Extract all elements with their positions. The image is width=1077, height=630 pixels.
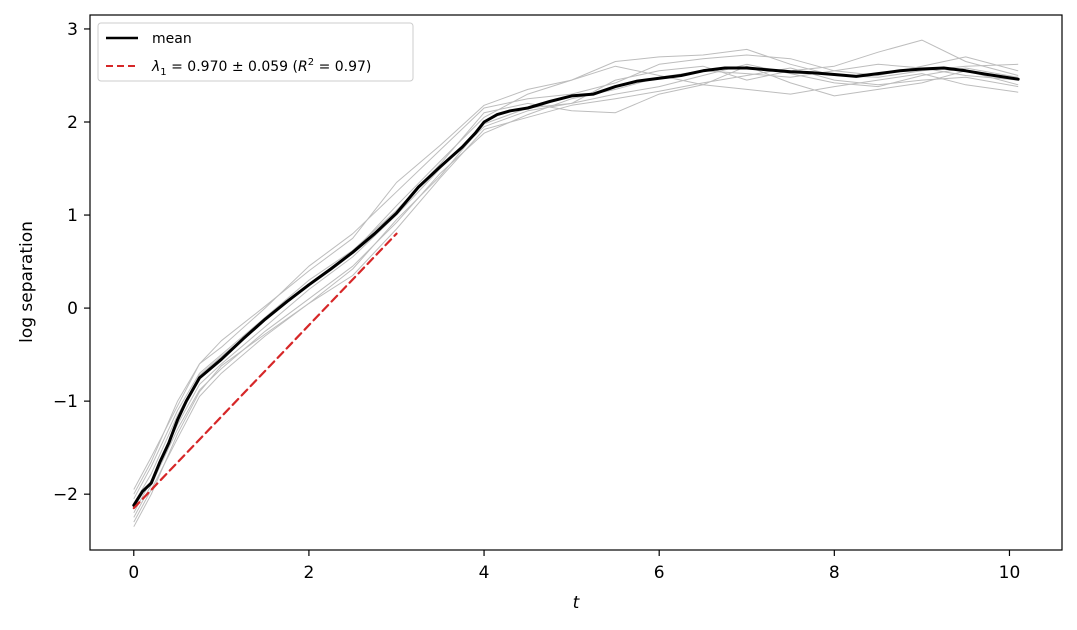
x-tick-label: 8: [829, 563, 840, 583]
trajectory-lines: [133, 39, 1019, 527]
legend-fit-sub: 1: [160, 67, 166, 78]
legend-fit-lambda: λ: [151, 59, 160, 75]
series-line-fit: [132, 232, 398, 510]
trajectory-line-4: [133, 39, 1019, 514]
y-tick-label: 0: [67, 299, 78, 319]
trajectory-line-2: [133, 67, 1019, 523]
y-tick-label: 2: [67, 113, 78, 133]
trajectory-line-3: [133, 65, 1019, 500]
legend-box: [97, 22, 414, 82]
plot-frame: [89, 14, 1063, 551]
y-tick-label: −2: [53, 485, 78, 505]
y-tick-label: 3: [67, 20, 78, 40]
y-axis: −2 −1 0 1 2 3: [53, 20, 90, 505]
legend-fit-value: = 0.970 ± 0.059 (: [167, 59, 298, 75]
legend-fit-r: R: [298, 59, 308, 75]
x-tick-label: 6: [654, 563, 665, 583]
x-tick-label: 0: [128, 563, 139, 583]
trajectory-line-6: [133, 63, 1019, 518]
series-line-mean: [132, 66, 1020, 507]
x-axis: 0 2 4 6 8 10: [128, 550, 1020, 583]
legend-mean-label: mean: [152, 31, 192, 47]
y-tick-label: −1: [53, 392, 78, 412]
legend: mean λ1 = 0.970 ± 0.059 (R2 = 0.97): [97, 22, 414, 82]
y-tick-label: 1: [67, 206, 78, 226]
legend-fit-tail: = 0.97): [314, 59, 371, 75]
x-tick-label: 4: [479, 563, 490, 583]
legend-fit-label: λ1 = 0.970 ± 0.059 (R2 = 0.97): [151, 57, 371, 78]
legend-fit-sup: 2: [308, 57, 314, 68]
x-tick-label: 10: [999, 563, 1021, 583]
x-tick-label: 2: [304, 563, 315, 583]
series-lines: [132, 66, 1020, 510]
trajectory-line-7: [133, 54, 1019, 495]
x-axis-label: t: [573, 593, 581, 613]
y-axis-label: log separation: [17, 221, 37, 343]
